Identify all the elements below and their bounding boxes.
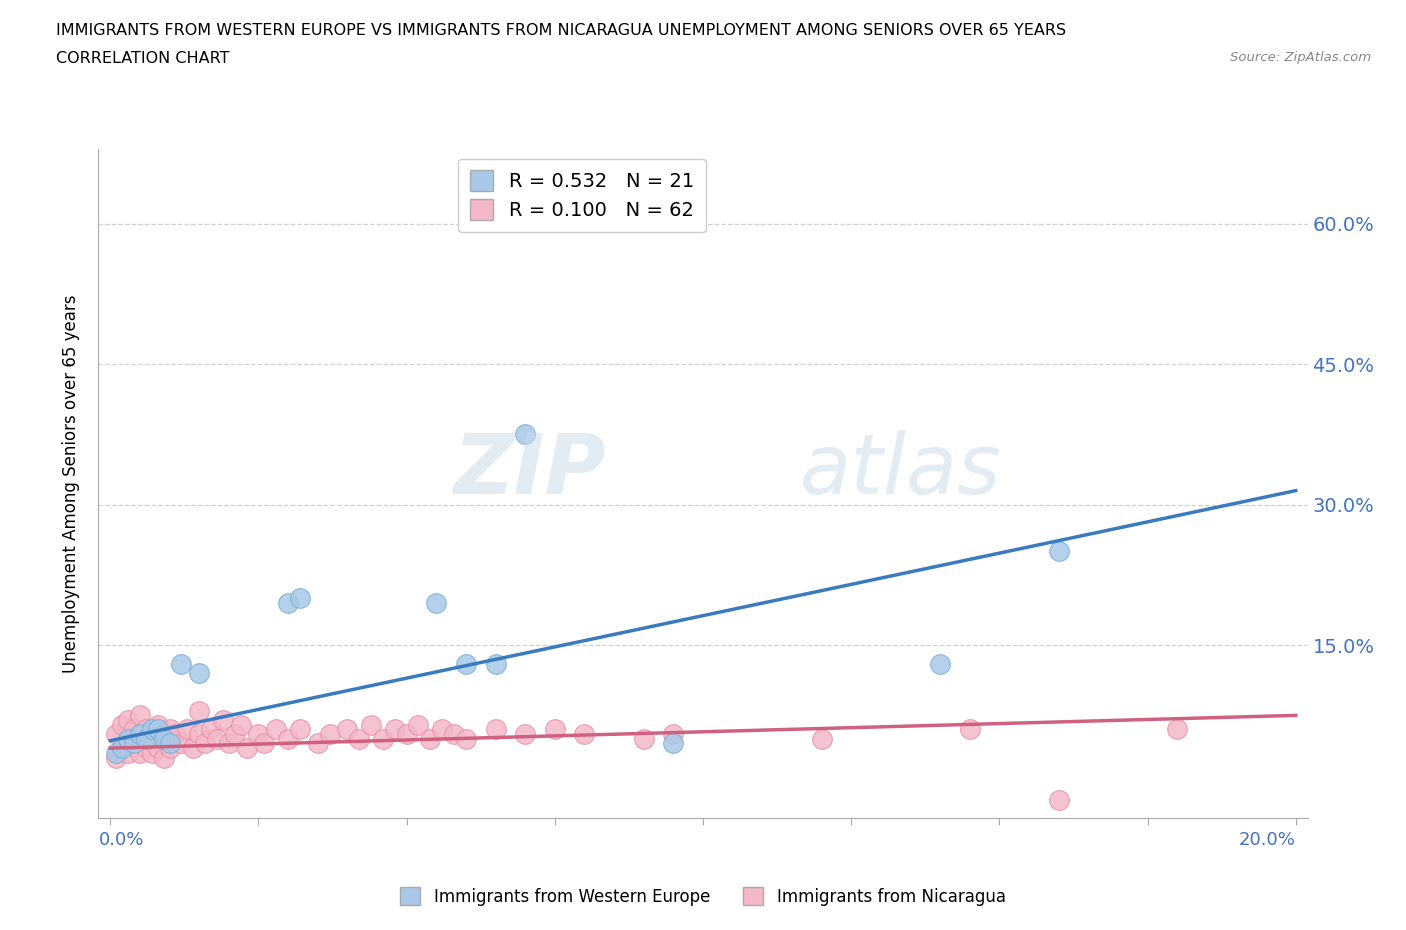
Point xyxy=(360,717,382,732)
Point xyxy=(515,427,537,442)
Point xyxy=(544,722,567,737)
Point xyxy=(152,751,174,765)
Point xyxy=(111,717,134,732)
Text: atlas: atlas xyxy=(800,430,1001,511)
Point xyxy=(170,657,193,671)
Point xyxy=(122,736,145,751)
Point xyxy=(443,726,465,741)
Point xyxy=(224,726,246,741)
Text: 20.0%: 20.0% xyxy=(1239,830,1296,848)
Text: Source: ZipAtlas.com: Source: ZipAtlas.com xyxy=(1230,51,1371,64)
Point xyxy=(205,731,228,746)
Point xyxy=(188,666,211,681)
Point xyxy=(229,717,252,732)
Point xyxy=(159,736,181,751)
Point xyxy=(105,726,128,741)
Point xyxy=(165,726,187,741)
Point xyxy=(395,726,418,741)
Point xyxy=(633,731,655,746)
Point xyxy=(105,751,128,765)
Point xyxy=(929,657,952,671)
Text: 0.0%: 0.0% xyxy=(98,830,143,848)
Point xyxy=(181,740,204,755)
Point xyxy=(264,722,287,737)
Point xyxy=(810,731,832,746)
Point xyxy=(135,740,157,755)
Point xyxy=(1047,792,1070,807)
Point xyxy=(277,595,299,610)
Point xyxy=(111,740,134,755)
Point xyxy=(111,740,134,755)
Point xyxy=(117,746,139,761)
Point xyxy=(117,731,139,746)
Point xyxy=(454,731,477,746)
Point xyxy=(146,717,169,732)
Point xyxy=(122,722,145,737)
Point xyxy=(574,726,596,741)
Point xyxy=(146,722,169,737)
Point xyxy=(176,722,198,737)
Point xyxy=(159,740,181,755)
Point xyxy=(194,736,217,751)
Point xyxy=(117,712,139,727)
Point xyxy=(188,703,211,718)
Point xyxy=(484,657,506,671)
Point xyxy=(235,740,257,755)
Point xyxy=(247,726,270,741)
Point xyxy=(122,736,145,751)
Text: ZIP: ZIP xyxy=(454,430,606,511)
Point xyxy=(419,731,441,746)
Point xyxy=(408,717,430,732)
Point xyxy=(288,591,311,605)
Point xyxy=(135,722,157,737)
Point xyxy=(170,736,193,751)
Point xyxy=(454,657,477,671)
Text: CORRELATION CHART: CORRELATION CHART xyxy=(56,51,229,66)
Point xyxy=(159,722,181,737)
Point xyxy=(212,712,235,727)
Point xyxy=(129,746,152,761)
Point xyxy=(141,722,163,737)
Point xyxy=(484,722,506,737)
Text: IMMIGRANTS FROM WESTERN EUROPE VS IMMIGRANTS FROM NICARAGUA UNEMPLOYMENT AMONG S: IMMIGRANTS FROM WESTERN EUROPE VS IMMIGR… xyxy=(56,23,1066,38)
Point xyxy=(307,736,329,751)
Point xyxy=(336,722,359,737)
Point xyxy=(218,736,240,751)
Point xyxy=(152,731,174,746)
Point xyxy=(1047,544,1070,559)
Point xyxy=(288,722,311,737)
Point xyxy=(1166,722,1188,737)
Legend: R = 0.532   N = 21, R = 0.100   N = 62: R = 0.532 N = 21, R = 0.100 N = 62 xyxy=(458,158,706,232)
Legend: Immigrants from Western Europe, Immigrants from Nicaragua: Immigrants from Western Europe, Immigran… xyxy=(394,881,1012,912)
Point xyxy=(384,722,406,737)
Point xyxy=(141,731,163,746)
Point xyxy=(425,595,447,610)
Point xyxy=(277,731,299,746)
Point xyxy=(318,726,340,741)
Point xyxy=(129,708,152,723)
Y-axis label: Unemployment Among Seniors over 65 years: Unemployment Among Seniors over 65 years xyxy=(62,295,80,672)
Point xyxy=(432,722,454,737)
Point xyxy=(959,722,981,737)
Point xyxy=(347,731,370,746)
Point xyxy=(188,726,211,741)
Point xyxy=(200,722,222,737)
Point xyxy=(129,726,152,741)
Point xyxy=(141,746,163,761)
Point xyxy=(662,726,685,741)
Point xyxy=(253,736,276,751)
Point xyxy=(152,726,174,741)
Point xyxy=(105,746,128,761)
Point xyxy=(662,736,685,751)
Point xyxy=(146,740,169,755)
Point xyxy=(371,731,394,746)
Point xyxy=(515,726,537,741)
Point xyxy=(135,731,157,746)
